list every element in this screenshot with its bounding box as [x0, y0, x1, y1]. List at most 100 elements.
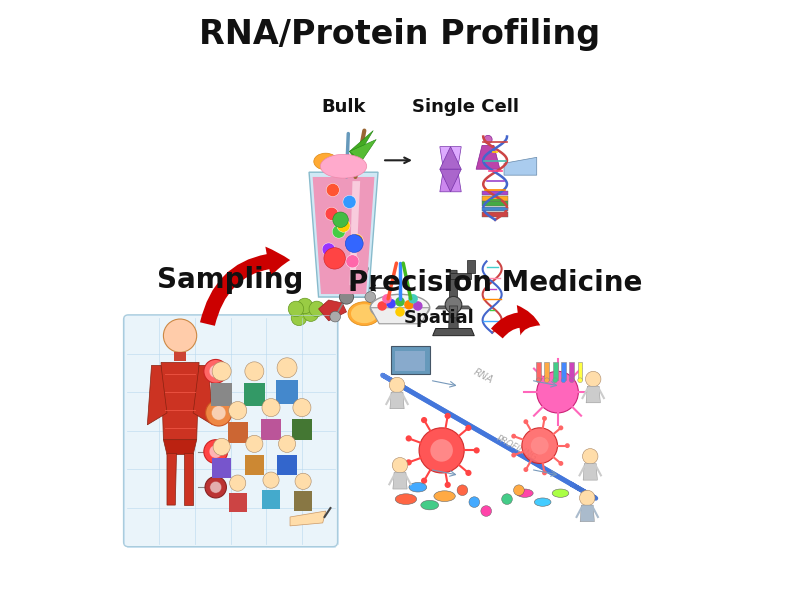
FancyBboxPatch shape [382, 318, 608, 550]
Ellipse shape [314, 153, 338, 170]
Polygon shape [436, 306, 471, 309]
Circle shape [343, 196, 356, 208]
Circle shape [586, 371, 601, 387]
Text: RNA/Protein Profiling: RNA/Protein Profiling [199, 17, 601, 50]
Circle shape [421, 417, 427, 423]
Circle shape [582, 449, 598, 464]
Circle shape [209, 445, 222, 458]
Bar [482, 202, 508, 206]
Circle shape [204, 359, 228, 383]
Circle shape [332, 225, 346, 238]
Polygon shape [174, 352, 186, 361]
Circle shape [530, 437, 549, 455]
Bar [570, 362, 574, 380]
Circle shape [326, 184, 339, 197]
Circle shape [230, 475, 246, 491]
Polygon shape [294, 491, 312, 511]
Polygon shape [167, 454, 177, 505]
Circle shape [536, 378, 541, 383]
Ellipse shape [409, 482, 426, 492]
Polygon shape [229, 493, 247, 512]
Circle shape [337, 219, 350, 232]
Circle shape [293, 398, 311, 416]
Polygon shape [450, 273, 471, 279]
FancyArrowPatch shape [491, 305, 540, 338]
Circle shape [523, 467, 528, 472]
Circle shape [406, 459, 412, 466]
Circle shape [511, 434, 516, 439]
Polygon shape [292, 419, 312, 440]
Polygon shape [261, 419, 281, 440]
Bar [536, 362, 541, 380]
Circle shape [213, 438, 230, 455]
Polygon shape [318, 300, 346, 321]
Polygon shape [440, 146, 462, 169]
Circle shape [346, 255, 359, 268]
Circle shape [523, 419, 528, 424]
Circle shape [291, 310, 306, 326]
Bar [561, 362, 566, 380]
Circle shape [278, 435, 296, 452]
Ellipse shape [534, 498, 551, 506]
Circle shape [522, 428, 558, 463]
Polygon shape [313, 177, 374, 294]
Text: Precision Medicine: Precision Medicine [348, 269, 642, 297]
Polygon shape [370, 308, 430, 324]
Circle shape [484, 136, 492, 143]
Circle shape [390, 377, 405, 393]
Circle shape [330, 311, 341, 322]
Polygon shape [276, 380, 298, 404]
Circle shape [365, 292, 376, 302]
Circle shape [502, 494, 512, 505]
Circle shape [406, 436, 412, 442]
Polygon shape [390, 392, 404, 409]
Circle shape [382, 294, 392, 304]
Circle shape [386, 299, 396, 308]
Bar [482, 212, 508, 217]
Circle shape [565, 443, 570, 448]
Circle shape [558, 461, 563, 466]
Polygon shape [449, 270, 458, 329]
Circle shape [466, 470, 471, 476]
Polygon shape [212, 458, 231, 478]
Bar [553, 362, 558, 380]
Polygon shape [184, 454, 193, 505]
Circle shape [457, 485, 468, 496]
Circle shape [210, 481, 222, 493]
Circle shape [245, 362, 264, 381]
Circle shape [358, 263, 368, 274]
Bar [545, 362, 550, 380]
Bar [578, 362, 582, 380]
Ellipse shape [517, 489, 533, 497]
FancyBboxPatch shape [263, 92, 537, 353]
FancyBboxPatch shape [123, 315, 338, 547]
Circle shape [579, 490, 595, 506]
Bar [482, 206, 508, 211]
Bar [482, 196, 508, 201]
Text: Sampling: Sampling [158, 266, 304, 294]
Circle shape [339, 290, 354, 304]
Circle shape [229, 401, 246, 419]
Circle shape [469, 497, 480, 508]
Text: RNA: RNA [471, 367, 494, 385]
Circle shape [297, 298, 313, 314]
Circle shape [209, 365, 222, 378]
Circle shape [542, 416, 547, 421]
Circle shape [333, 212, 348, 227]
Bar [391, 346, 430, 374]
Circle shape [408, 294, 418, 304]
Circle shape [211, 406, 226, 420]
Ellipse shape [348, 302, 381, 326]
Ellipse shape [351, 304, 378, 323]
Circle shape [445, 482, 450, 488]
Polygon shape [163, 440, 197, 455]
Ellipse shape [421, 500, 438, 510]
Circle shape [309, 301, 325, 317]
Circle shape [277, 358, 297, 378]
Polygon shape [193, 365, 213, 425]
Polygon shape [583, 463, 598, 480]
Bar [482, 191, 508, 196]
Polygon shape [290, 511, 326, 526]
Polygon shape [245, 455, 264, 475]
Polygon shape [580, 505, 594, 522]
